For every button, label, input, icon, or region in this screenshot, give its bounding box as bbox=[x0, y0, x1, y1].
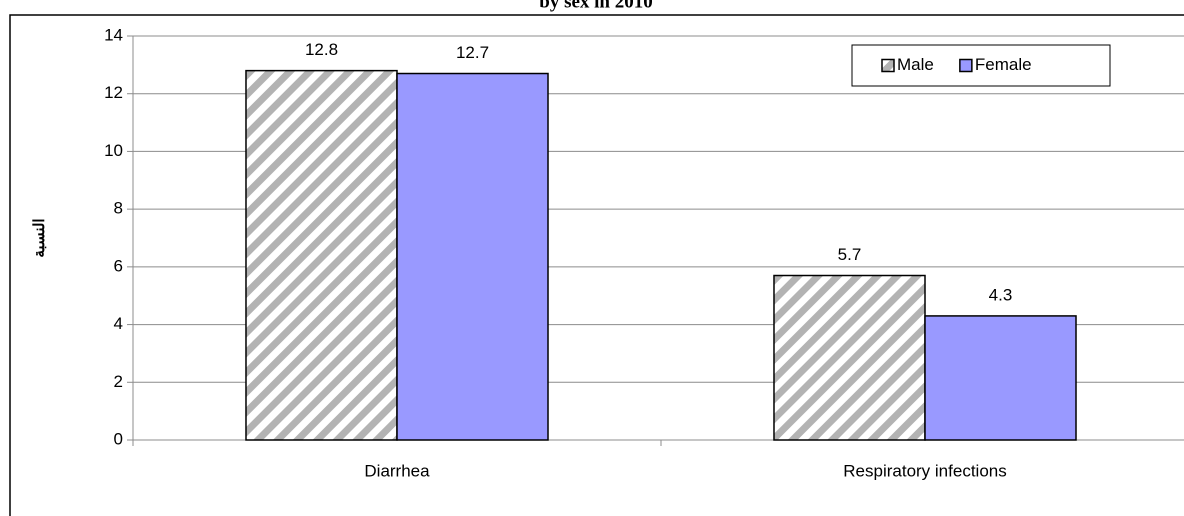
bar bbox=[245, 69, 398, 441]
bar bbox=[396, 72, 549, 441]
bar bbox=[773, 274, 926, 441]
y-tick-label: 12 bbox=[104, 83, 123, 102]
x-tick-label: Respiratory infections bbox=[843, 461, 1006, 480]
legend-label: Female bbox=[975, 55, 1032, 74]
legend-swatch bbox=[959, 58, 973, 73]
legend-swatch bbox=[881, 58, 895, 73]
chart-title: by sex in 2010 bbox=[539, 0, 653, 12]
data-label: 5.7 bbox=[838, 245, 862, 264]
y-axis-label: النسبة bbox=[31, 218, 48, 257]
y-tick-label: 6 bbox=[114, 256, 123, 275]
data-label: 12.8 bbox=[305, 40, 338, 59]
legend-label: Male bbox=[897, 55, 934, 74]
y-tick-label: 2 bbox=[114, 372, 123, 391]
y-tick-label: 8 bbox=[114, 199, 123, 218]
bar bbox=[924, 315, 1077, 441]
y-tick-label: 14 bbox=[104, 25, 123, 44]
y-tick-label: 4 bbox=[114, 314, 123, 333]
chart-frame bbox=[9, 14, 1184, 516]
x-tick-label: Diarrhea bbox=[364, 461, 430, 480]
legend-box bbox=[851, 44, 1111, 87]
data-label: 4.3 bbox=[989, 285, 1013, 304]
data-label: 12.7 bbox=[456, 43, 489, 62]
y-tick-label: 10 bbox=[104, 141, 123, 160]
y-tick-label: 0 bbox=[114, 429, 123, 448]
